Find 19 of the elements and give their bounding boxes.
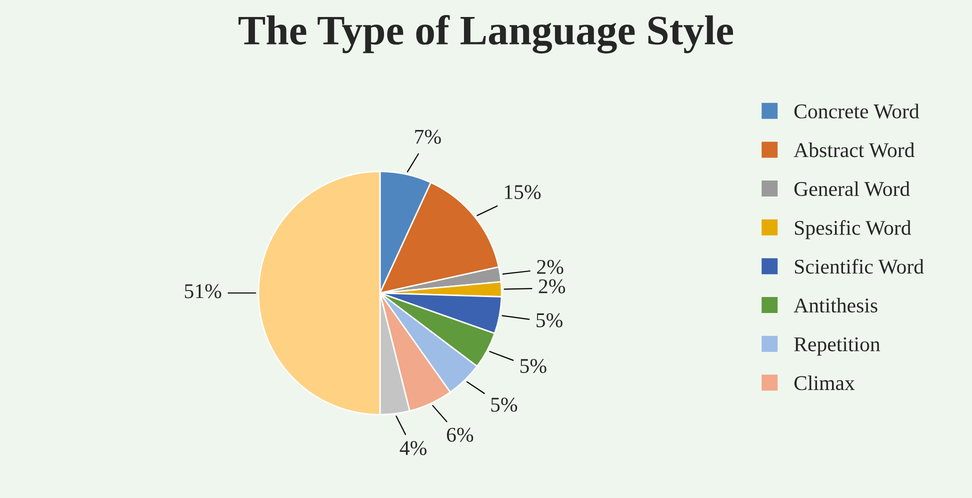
legend-label: Abstract Word	[794, 142, 915, 158]
data-label: 7%	[415, 130, 441, 144]
data-label: 4%	[400, 441, 426, 456]
legend-label: Spesific Word	[794, 220, 912, 240]
legend-label: Repetition	[794, 337, 880, 356]
data-label: 2%	[538, 279, 566, 294]
data-label: 15%	[504, 185, 541, 200]
data-label: 5%	[491, 398, 518, 412]
data-label: 2%	[537, 260, 564, 274]
legend-label: Climax	[794, 376, 855, 390]
data-label: 5%	[520, 358, 546, 374]
legend-label: Antithesis	[794, 298, 878, 313]
data-label: 51%	[184, 284, 222, 298]
legend-label: Scientific Word	[794, 258, 924, 274]
chart-title: The Type of Language Style	[238, 14, 734, 54]
data-label: 5%	[536, 313, 562, 328]
legend-label: General Word	[794, 181, 910, 196]
data-label: 6%	[446, 428, 474, 442]
legend-label: Concrete Word	[794, 104, 920, 119]
